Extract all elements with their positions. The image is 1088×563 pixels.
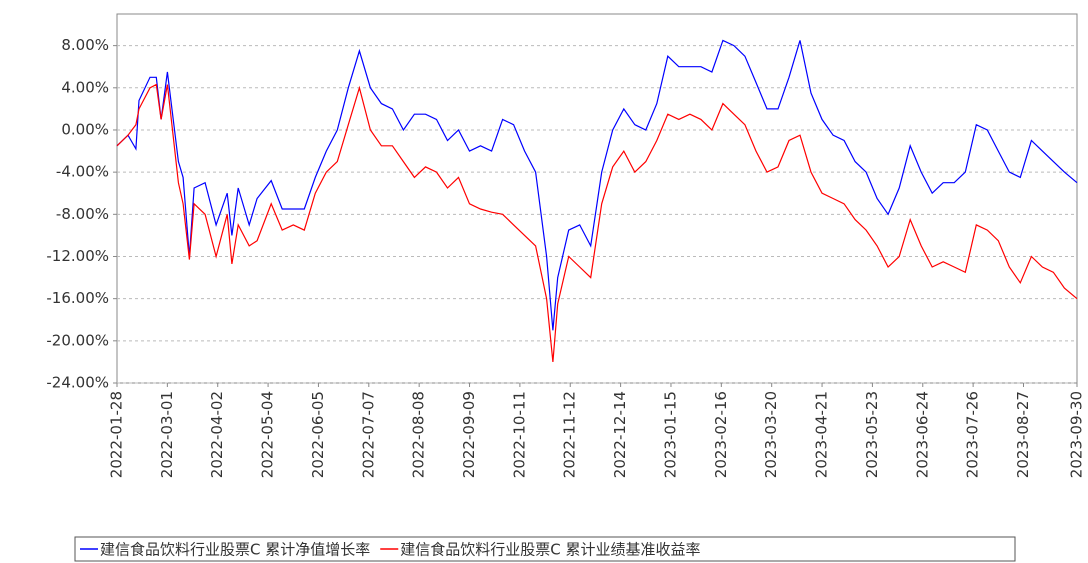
- x-tick-label: 2022-01-28: [108, 391, 126, 478]
- x-tick-label: 2023-07-26: [964, 391, 982, 478]
- y-tick-label: -24.00%: [46, 374, 109, 392]
- y-tick-label: -4.00%: [56, 163, 109, 181]
- y-tick-label: 4.00%: [61, 78, 109, 96]
- x-tick-label: 2022-06-05: [309, 391, 327, 478]
- x-tick-label: 2023-02-16: [712, 391, 730, 478]
- y-tick-label: -8.00%: [56, 205, 109, 223]
- plot-frame: [116, 13, 1078, 384]
- y-tick-label: -20.00%: [46, 331, 109, 349]
- x-tick-label: 2023-04-21: [813, 391, 831, 478]
- x-tick-label: 2022-10-11: [510, 391, 528, 478]
- x-tick-label: 2023-03-20: [762, 391, 780, 478]
- x-tick-label: 2022-04-02: [208, 391, 226, 478]
- y-tick-label: 8.00%: [61, 36, 109, 54]
- x-tick-label: 2022-11-12: [561, 391, 579, 478]
- y-tick-label: 0.00%: [61, 120, 109, 138]
- x-tick-label: 2022-09-09: [460, 391, 478, 478]
- x-tick-label: 2022-03-01: [158, 391, 176, 478]
- x-tick-label: 2023-05-23: [863, 391, 881, 478]
- x-tick-label: 2023-09-30: [1068, 391, 1086, 478]
- legend-label: 建信食品饮料行业股票C 累计净值增长率: [100, 541, 370, 559]
- x-tick-label: 2022-12-14: [611, 391, 629, 478]
- x-tick-label: 2022-07-07: [359, 391, 377, 478]
- legend-box: [74, 536, 1016, 562]
- y-tick-label: -12.00%: [46, 247, 109, 265]
- y-tick-label: -16.00%: [46, 289, 109, 307]
- x-tick-label: 2023-01-15: [661, 391, 679, 478]
- x-tick-label: 2023-06-24: [913, 391, 931, 478]
- series-line: [116, 39, 1078, 331]
- x-tick-label: 2023-08-27: [1014, 391, 1032, 478]
- x-tick-label: 2022-08-08: [410, 391, 428, 478]
- series-line: [116, 83, 1078, 362]
- x-tick-label: 2022-05-04: [259, 391, 277, 478]
- legend-label: 建信食品饮料行业股票C 累计业绩基准收益率: [400, 541, 700, 559]
